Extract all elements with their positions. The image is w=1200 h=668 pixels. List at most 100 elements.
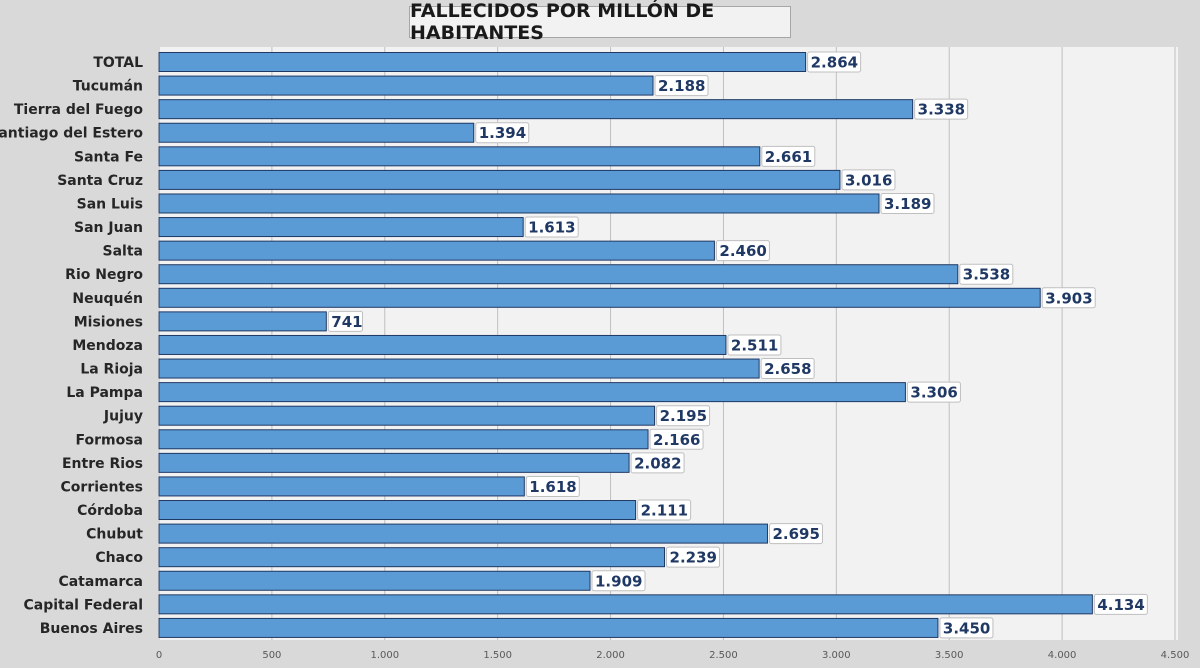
data-label: 4.134 [1097,596,1144,614]
x-tick-label: 1.500 [483,650,512,661]
data-label-box [841,169,896,191]
data-label-box [807,51,862,73]
x-tick-label: 4.000 [1048,650,1077,661]
x-tick-label: 0 [156,650,162,661]
data-label-box [637,499,692,521]
data-label-box [524,216,579,238]
data-label-box [591,570,646,592]
x-tick-label: 500 [262,650,281,661]
data-label: 2.661 [765,148,812,166]
data-label: 2.111 [641,502,688,520]
data-label: 2.195 [660,407,707,425]
data-label: 3.306 [910,384,957,402]
x-tick-label: 2.500 [709,650,738,661]
bar [158,217,524,238]
data-label: 2.082 [634,454,681,472]
category-label: Tierra del Fuego [14,102,144,118]
data-label: 741 [331,313,362,331]
bar [158,476,525,497]
data-label-box [727,334,782,356]
bar [158,169,841,190]
data-label-box [654,75,709,97]
data-label-box [649,428,704,450]
category-label: Chubut [86,527,143,543]
bar [158,52,807,72]
data-label: 3.338 [918,101,965,119]
data-label: 2.864 [811,54,858,72]
category-label: Neuquén [72,291,143,307]
category-label: Santa Cruz [57,173,143,189]
category-label: Mendoza [72,338,143,354]
data-label-box [1041,287,1096,309]
data-label-box [906,381,961,403]
category-label: Rio Negro [65,267,143,283]
bar [158,287,1041,308]
data-label-box [914,98,969,120]
bar [158,193,880,214]
data-label-box [939,617,994,639]
category-label: Corrientes [61,479,143,495]
data-label-box [761,145,816,167]
x-tick-label: 1.000 [370,650,399,661]
category-label: Capital Federal [23,597,143,613]
category-label: La Rioja [80,362,143,378]
bar [158,617,939,638]
bar [158,547,666,568]
bar [158,240,715,261]
data-label: 2.166 [653,431,700,449]
bar [158,452,630,473]
data-label-box [656,405,711,427]
data-label-box [760,358,815,380]
bar [158,429,649,450]
data-label: 3.538 [963,266,1010,284]
category-label: Buenos Aires [40,621,143,637]
bar [158,334,727,355]
category-label: Tucumán [73,79,143,95]
data-label: 1.394 [479,124,526,142]
data-label-box [880,192,935,214]
x-tick-label: 3.500 [935,650,964,661]
data-label: 1.909 [595,572,642,590]
x-tick-label: 4.500 [1161,650,1190,661]
category-label: Santiago del Estero [0,126,143,142]
category-label: Misiones [74,314,143,330]
data-label: 2.188 [658,77,705,95]
category-label: Santa Fe [74,149,143,165]
category-label: TOTAL [93,55,143,71]
data-label: 2.460 [719,242,766,260]
data-label: 3.189 [884,195,931,213]
category-label: Chaco [95,550,143,566]
bar [158,264,959,285]
data-label: 2.511 [731,336,778,354]
bar [158,500,637,521]
data-label-box [327,310,364,332]
bar [158,311,327,332]
bar [158,75,654,96]
category-label: La Pampa [66,385,143,401]
bar [158,382,906,403]
data-label-box [666,546,721,568]
data-label-box [715,240,770,262]
bar [158,570,591,591]
data-label: 2.658 [764,360,811,378]
bar [158,358,760,379]
data-label: 3.450 [943,619,990,637]
category-label: Salta [103,244,143,260]
bar [158,146,761,167]
x-tick-label: 3.000 [822,650,851,661]
data-label-box [1093,593,1148,615]
category-label: San Luis [77,196,143,212]
category-label: Catamarca [58,574,143,590]
bar [158,99,914,120]
data-label: 1.613 [528,219,575,237]
x-tick-label: 2.000 [596,650,625,661]
data-label: 2.695 [772,525,819,543]
data-label: 3.016 [845,171,892,189]
data-label-box [630,452,685,474]
category-label: Formosa [75,432,143,448]
data-label: 1.618 [529,478,576,496]
category-label: Entre Rios [62,456,143,472]
chart-title: FALLECIDOS POR MILLÓN DE HABITANTES [409,0,791,44]
